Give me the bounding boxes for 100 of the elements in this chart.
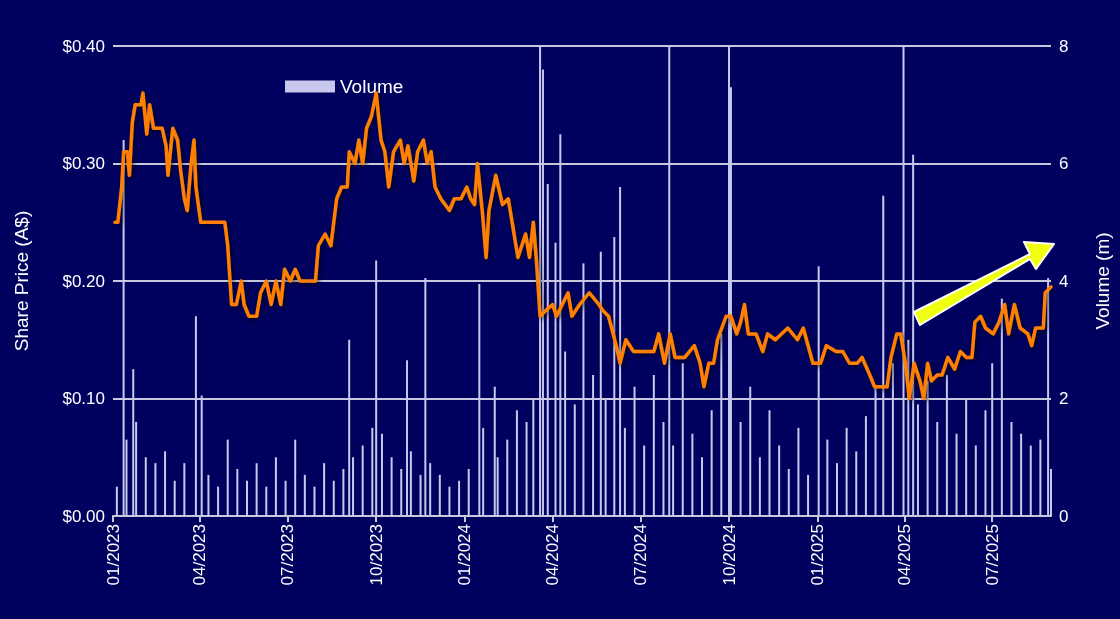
bar	[984, 410, 987, 516]
bar	[515, 410, 518, 516]
x-tick-label: 01/2023	[103, 524, 123, 586]
y2-axis-title: Volume (m)	[1092, 232, 1113, 330]
bar	[691, 433, 694, 516]
x-tick-label: 01/2025	[808, 524, 828, 586]
bar	[406, 360, 409, 516]
bar	[183, 463, 186, 516]
bar	[506, 439, 509, 516]
x-tick-label: 07/2023	[277, 524, 297, 586]
bar	[945, 375, 948, 516]
x-tick-label: 10/2024	[719, 524, 739, 586]
bar	[375, 260, 378, 516]
bar	[265, 486, 268, 516]
bar	[573, 404, 576, 516]
bar	[564, 351, 567, 516]
bar	[1039, 439, 1042, 516]
bar	[936, 422, 939, 516]
bar	[1000, 298, 1003, 516]
bar	[835, 463, 838, 516]
bar	[164, 451, 167, 516]
bar	[284, 480, 287, 516]
line-series	[113, 91, 1053, 401]
bar	[807, 474, 810, 516]
y-tick-label: $0.30	[62, 154, 105, 173]
bar	[332, 480, 335, 516]
bar	[429, 463, 432, 516]
bar	[826, 439, 829, 516]
bar	[409, 451, 412, 516]
y2-tick-label: 6	[1059, 154, 1069, 173]
bar	[438, 474, 441, 516]
bar	[891, 363, 894, 516]
bar	[546, 184, 549, 516]
bar	[478, 283, 481, 516]
x-tick-label: 10/2023	[366, 524, 386, 586]
bar	[855, 451, 858, 516]
bar	[554, 242, 557, 516]
bar	[778, 445, 781, 516]
bar	[912, 154, 915, 516]
bar	[720, 333, 723, 516]
bar	[226, 439, 229, 516]
bar	[965, 398, 968, 516]
bar	[582, 263, 585, 516]
bar	[274, 457, 277, 516]
bar	[817, 266, 820, 516]
bar	[200, 395, 203, 516]
bar	[613, 236, 616, 516]
bar	[599, 251, 602, 516]
x-tick-label: 04/2025	[894, 524, 914, 586]
y-axis-title: Share Price (A$)	[11, 210, 32, 352]
bar	[207, 474, 210, 516]
bar	[424, 278, 427, 516]
bar	[390, 457, 393, 516]
bar	[255, 463, 258, 516]
bar	[710, 410, 713, 516]
bar	[787, 469, 790, 516]
y2-tick-label: 8	[1059, 36, 1069, 56]
bar	[380, 433, 383, 516]
bar	[768, 410, 771, 516]
bar	[619, 187, 622, 516]
bar	[592, 375, 595, 516]
x-tick-label: 07/2025	[982, 524, 1002, 586]
bar	[633, 386, 636, 516]
bar	[672, 445, 675, 516]
bar	[902, 46, 905, 516]
bar	[1047, 278, 1050, 516]
bar	[681, 363, 684, 516]
bar	[758, 457, 761, 516]
bar	[559, 134, 562, 516]
bar	[728, 46, 731, 516]
bar	[342, 469, 345, 516]
bar	[701, 457, 704, 516]
bar	[458, 480, 461, 516]
y2-tick-label: 2	[1059, 389, 1069, 408]
y-tick-label: $0.00	[62, 506, 105, 526]
bar	[236, 469, 239, 516]
bar	[539, 46, 542, 516]
bar	[662, 422, 665, 516]
bar	[154, 463, 157, 516]
bar	[348, 339, 351, 516]
bar	[525, 422, 528, 516]
bar	[1010, 422, 1013, 516]
bar	[217, 486, 220, 516]
y-tick-label: $0.10	[62, 389, 105, 408]
bar	[604, 398, 607, 516]
bar	[400, 469, 403, 516]
bar	[797, 427, 800, 516]
bar	[132, 369, 135, 516]
bar	[448, 486, 451, 516]
bar	[532, 398, 535, 516]
bar	[194, 316, 197, 516]
bar	[493, 386, 496, 516]
bar	[371, 427, 374, 516]
bar	[303, 474, 306, 516]
bar	[467, 469, 470, 516]
bar	[352, 457, 355, 516]
bar	[419, 474, 422, 516]
x-tick-label: 04/2023	[190, 524, 210, 586]
bar	[882, 195, 885, 516]
x-tick-label: 01/2024	[455, 524, 475, 586]
